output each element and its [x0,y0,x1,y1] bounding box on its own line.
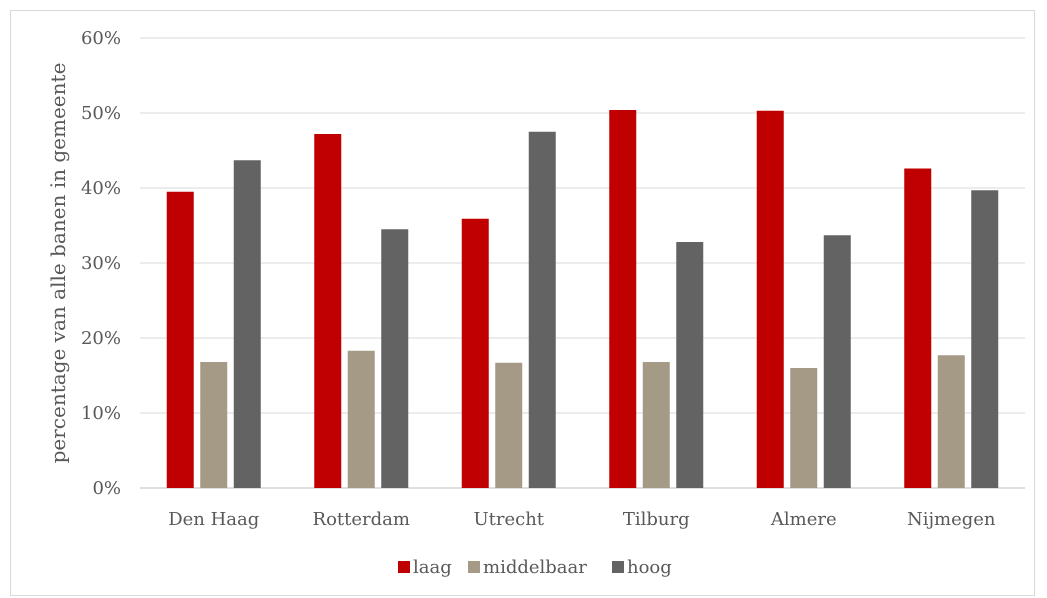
y-tick-label: 50% [81,103,121,124]
bar-laag-nijmegen [904,168,932,488]
y-tick-label: 20% [81,328,121,349]
y-tick-label: 30% [81,253,121,274]
legend-item-hoog: hoog [612,557,672,578]
bar-middelbaar-tilburg [642,362,670,488]
legend-item-middelbaar: middelbaar [468,557,587,578]
bar-middelbaar-utrecht [495,362,523,488]
legend-swatch [468,561,480,573]
y-axis-label: percentage van alle banen in gemeente [46,63,70,464]
bar-middelbaar-nijmegen [937,355,965,488]
bar-hoog-nijmegen [971,190,999,488]
legend-label: hoog [627,557,672,578]
x-category-label: Utrecht [473,509,544,530]
y-tick-label: 40% [81,178,121,199]
x-axis-category-labels: Den Haag Rotterdam Utrecht Tilburg Almere Nij… [168,509,996,530]
bar-laag-den-haag [166,191,194,488]
x-category-label: Almere [770,509,837,530]
legend-label: middelbaar [483,557,587,578]
y-tick-label: 60% [81,28,121,49]
bar-hoog-utrecht [528,131,556,488]
bar-laag-rotterdam [314,134,342,488]
legend: laag middelbaar hoog [398,557,672,578]
bar-hoog-almere [823,235,851,488]
bar-hoog-tilburg [676,242,704,488]
bar-middelbaar-rotterdam [347,350,375,488]
bar-laag-almere [756,110,784,488]
bar-laag-tilburg [609,110,637,488]
y-axis-tick-labels: 0% 10% 20% 30% 40% 50% 60% [81,28,121,499]
x-category-label: Rotterdam [313,509,410,530]
bar-hoog-den-haag [233,160,261,488]
x-category-label: Nijmegen [907,509,996,530]
bar-middelbaar-almere [790,368,818,488]
gridlines [140,37,1025,489]
x-category-label: Den Haag [168,509,259,530]
y-tick-label: 10% [81,403,121,424]
x-category-label: Tilburg [623,509,690,530]
bars [166,110,999,488]
legend-item-laag: laag [398,557,452,578]
legend-swatch [612,561,624,573]
bar-hoog-rotterdam [381,229,409,488]
bar-laag-utrecht [461,218,489,488]
legend-label: laag [413,557,452,578]
legend-swatch [398,561,410,573]
y-tick-label: 0% [92,478,121,499]
bar-middelbaar-den-haag [200,362,228,488]
